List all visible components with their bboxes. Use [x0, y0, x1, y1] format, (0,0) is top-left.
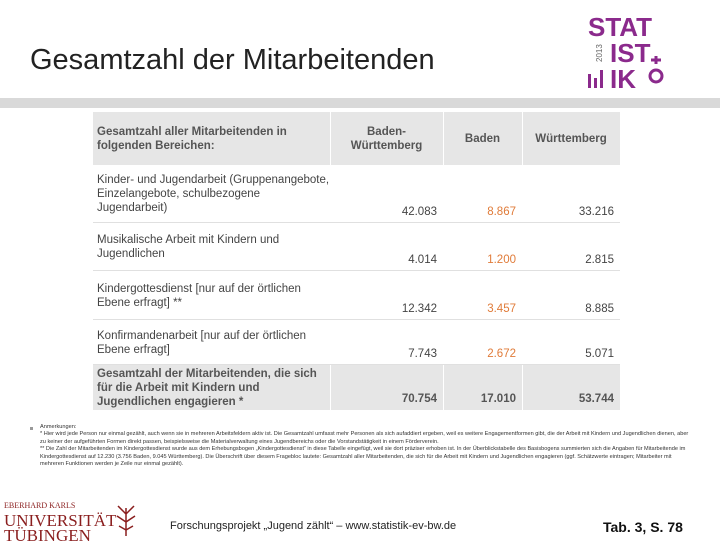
notes: Anmerkungen: * Hier wird jede Person nur …: [40, 424, 690, 468]
note-paragraph: * Hier wird jede Person nur einmal gezäh…: [40, 431, 689, 445]
table-cell: Musikalische Arbeit mit Kindern und Juge…: [97, 234, 280, 260]
university-line: UNIVERSITÄT: [4, 511, 117, 530]
logo-symbol: [648, 56, 664, 84]
table-cell: 2.815: [585, 254, 614, 266]
university-logo: EBERHARD KARLS UNIVERSITÄT TÜBINGEN: [4, 498, 117, 545]
table-cell: Gesamtzahl der Mitarbeitenden, die sich …: [97, 367, 317, 408]
row-divider: [93, 319, 620, 320]
logo-text: IK: [610, 64, 636, 94]
table-cell: 33.216: [578, 206, 614, 218]
bullet: [30, 427, 33, 430]
university-emblem: [116, 505, 136, 536]
table-cell: 2.672: [487, 348, 516, 360]
header-cell: Baden: [464, 132, 501, 145]
table-cell: 4.014: [408, 254, 437, 266]
table-cell: Kindergottesdienst [nur auf der örtliche…: [97, 282, 301, 309]
table-cell: 5.071: [585, 348, 614, 360]
table-cell: Kinder- und Jugendarbeit (Gruppenangebot…: [97, 174, 330, 214]
header-bar: [0, 98, 720, 108]
table-cell: 7.743: [408, 348, 437, 360]
table-cell: 8.885: [585, 303, 614, 315]
table-cell: 3.457: [487, 303, 516, 315]
logo-text: IST: [610, 38, 651, 68]
university-line: EBERHARD KARLS: [4, 501, 76, 510]
slide-title: Gesamtzahl der Mitarbeitenden: [30, 44, 435, 76]
row-divider: [93, 364, 620, 365]
total-row-bg: [93, 365, 620, 410]
university-line: TÜBINGEN: [4, 526, 91, 545]
column-divider: [522, 112, 523, 410]
table-cell: Konfirmandenarbeit [nur auf der örtliche…: [97, 329, 307, 356]
logo-bars: [588, 70, 603, 88]
table-cell: 70.754: [401, 393, 437, 405]
header-cell: Gesamtzahl aller Mitarbeitenden in folge…: [97, 125, 287, 152]
footer-project: Forschungsprojekt „Jugend zählt“ – www.s…: [170, 520, 457, 532]
table-cell: 42.083: [401, 206, 437, 218]
logo-text: STAT: [588, 12, 652, 42]
note-paragraph: Anmerkungen:: [40, 424, 77, 430]
table-cell: 17.010: [480, 393, 516, 405]
row-divider: [93, 270, 620, 271]
column-divider: [443, 112, 444, 410]
table-cell: 1.200: [487, 254, 516, 266]
header-row-bg: [93, 112, 620, 165]
table-cell: 12.342: [401, 303, 437, 315]
header-cell: Württemberg: [535, 132, 607, 145]
logo: STAT IST IK 2013: [588, 12, 664, 94]
note-paragraph: ** Die Zahl der Mitarbeitenden im Kinder…: [40, 446, 686, 468]
table: Gesamtzahl aller Mitarbeitenden in folge…: [93, 112, 620, 410]
table-cell: 8.867: [487, 206, 516, 218]
table-cell: 53.744: [578, 393, 614, 405]
row-divider: [93, 222, 620, 223]
header-cell: Baden-Württemberg: [350, 125, 423, 152]
logo-year: 2013: [595, 44, 604, 62]
column-divider: [330, 112, 331, 410]
footer-reference: Tab. 3, S. 78: [603, 519, 683, 535]
